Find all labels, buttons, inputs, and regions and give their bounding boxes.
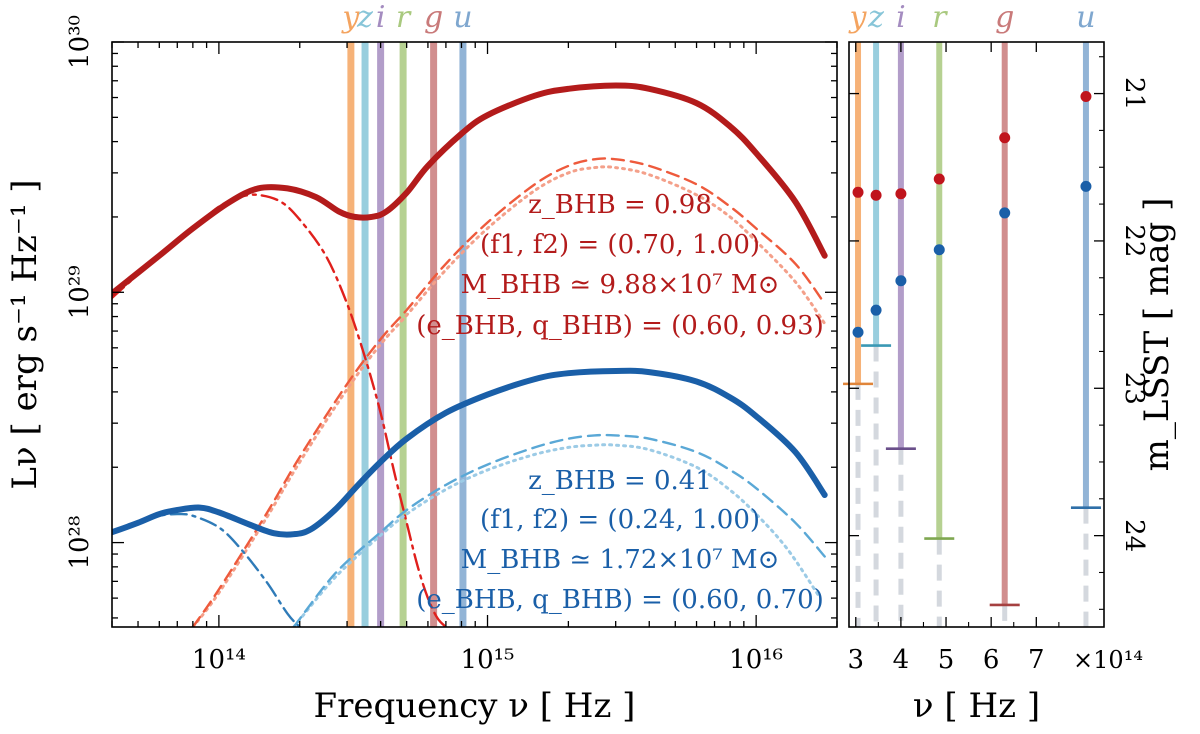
left-ticks: 10¹⁴ 10¹⁵ 10¹⁶ 10²⁸ 10²⁹ 10³⁰ [65, 15, 838, 675]
band-label-i: i [896, 0, 906, 35]
red-point-y [852, 186, 864, 198]
red-disk-curve [112, 193, 448, 627]
y-tick-label: 10²⁸ [65, 516, 95, 570]
blue-point-y [852, 326, 864, 338]
band-label-u: u [453, 0, 472, 35]
x-tick-label: 4 [893, 645, 910, 675]
blue-jet-curve [292, 433, 826, 627]
red-point-r [933, 173, 945, 185]
red-point-z [870, 189, 882, 201]
blue-jet-alt-curve [292, 443, 820, 627]
red-jet-alt-curve [191, 165, 827, 627]
y-tick-label: 21 [1119, 77, 1149, 110]
left-plot-frame [111, 41, 838, 628]
right-plot-frame [848, 41, 1105, 628]
blue-point-u [1080, 180, 1092, 192]
red-annotation-line: (e_BHB, q_BHB) = (0.60, 0.93) [416, 311, 824, 341]
left-curves [112, 82, 828, 627]
band-label-r: r [932, 0, 948, 35]
red-point-i [895, 188, 907, 200]
y-tick-label: 24 [1119, 519, 1149, 552]
red-total-curve [112, 82, 828, 297]
band-label-g: g [995, 0, 1014, 35]
band-label-u: u [1076, 0, 1095, 35]
x-tick-label: 10¹⁶ [729, 645, 783, 675]
x-tick-label: 5 [938, 645, 955, 675]
left-x-axis-label: Frequency ν [ Hz ] [314, 686, 636, 726]
x-scale-label: ×10¹⁴ [1073, 646, 1143, 674]
band-label-y: y [848, 0, 868, 35]
left-panel: yz i r g u 10¹⁴ 10¹⁵ 10¹⁶ 10²⁸ 10²⁹ 10³⁰ z_BHB = … [5, 0, 838, 726]
red-annotation-line: z_BHB = 0.98 [528, 190, 712, 220]
blue-annotation-line: M_BHB ≃ 1.72×10⁷ M⊙ [461, 545, 780, 575]
blue-annotation-line: (e_BHB, q_BHB) = (0.60, 0.70) [416, 585, 824, 615]
right-band-lines [855, 42, 1089, 627]
blue-annotation-line: (f1, f2) = (0.24, 1.00) [480, 505, 760, 535]
red-jet-curve [191, 157, 826, 627]
blue-point-i [895, 275, 907, 287]
red-point-u [1080, 91, 1092, 103]
x-tick-label: 7 [1028, 645, 1045, 675]
blue-annotation-line: z_BHB = 0.41 [528, 466, 712, 496]
left-band-lines [347, 42, 467, 627]
left-band-labels: yz i r g u [340, 0, 472, 35]
left-annotations: z_BHB = 0.98 (f1, f2) = (0.70, 1.00) M_BHB… [416, 190, 824, 615]
y-tick-label: 23 [1119, 372, 1149, 405]
band-label-z: z [867, 0, 884, 35]
left-y-axis-label: Lν [ erg s⁻¹ Hz⁻¹ ] [5, 179, 45, 489]
red-point-g [999, 132, 1011, 144]
right-x-axis-label: ν [ Hz ] [913, 686, 1040, 726]
blue-point-g [999, 207, 1011, 219]
band-label-i: i [376, 0, 386, 35]
band-label-y: y [340, 0, 360, 35]
right-ticks: 3 4 5 6 7 ×10¹⁴ 21 22 23 24 [847, 42, 1149, 675]
right-y-axis-label: m_LSST [ mag ] [1137, 198, 1177, 472]
x-tick-label: 6 [983, 645, 1000, 675]
x-tick-label: 10¹⁴ [192, 645, 246, 675]
y-tick-label: 10³⁰ [65, 15, 95, 69]
x-tick-label: 3 [847, 645, 864, 675]
y-tick-label: 22 [1119, 224, 1149, 257]
red-annotation-line: M_BHB ≃ 9.88×10⁷ M⊙ [461, 270, 780, 300]
right-marks [843, 91, 1101, 607]
x-tick-label: 10¹⁵ [461, 645, 515, 675]
band-label-r: r [396, 0, 412, 35]
band-label-z: z [356, 0, 373, 35]
blue-point-r [933, 244, 945, 256]
blue-total-curve [112, 367, 828, 538]
blue-point-z [870, 304, 882, 316]
red-annotation-line: (f1, f2) = (0.70, 1.00) [480, 230, 760, 260]
band-label-g: g [424, 0, 443, 35]
y-tick-label: 10²⁹ [65, 265, 95, 319]
